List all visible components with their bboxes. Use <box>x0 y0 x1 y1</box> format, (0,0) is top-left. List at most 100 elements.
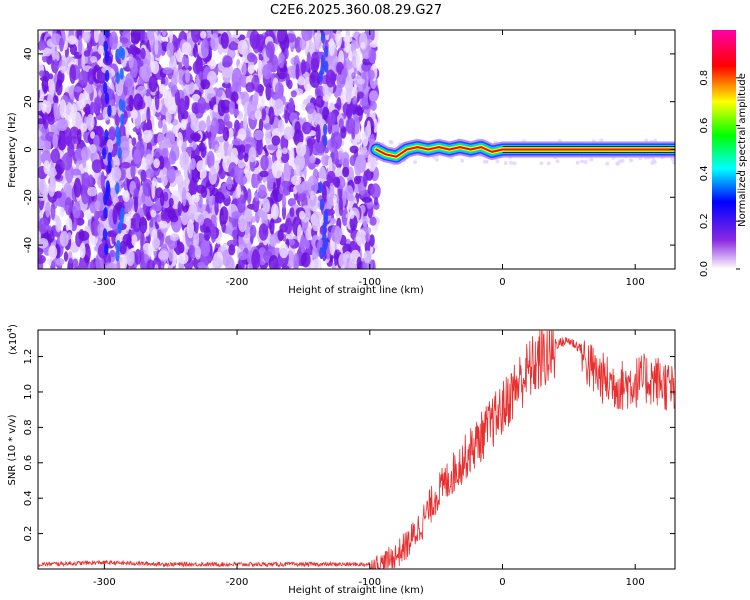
noise-blob <box>232 229 237 240</box>
snr-x-ticks: -300 -200 -100 0 100 <box>93 330 645 588</box>
noise-blob <box>212 257 224 269</box>
ridge-halo <box>539 161 544 166</box>
noise-blob <box>309 70 321 88</box>
noise-blob <box>230 40 237 50</box>
ridge-halo <box>580 159 585 164</box>
noise-blob <box>325 69 336 88</box>
noise-blob <box>355 154 367 173</box>
noise-streak <box>104 51 110 64</box>
noise-blob <box>274 262 281 269</box>
noise-blob <box>62 152 73 171</box>
ridge-halo <box>546 161 551 166</box>
noise-blob <box>351 127 356 140</box>
noise-blob <box>57 118 68 131</box>
noise-blob <box>168 150 177 165</box>
noise-blob <box>249 30 260 50</box>
noise-blob <box>50 201 56 220</box>
snr-y-tick-label: 1.0 <box>23 384 34 400</box>
noise-blob <box>352 95 357 105</box>
heatmap-x-tick-label: 100 <box>626 277 645 288</box>
noise-blob <box>214 191 225 204</box>
noise-blob <box>171 84 178 94</box>
noise-blob <box>169 55 177 72</box>
noise-blob <box>86 114 95 131</box>
noise-streak <box>323 135 328 147</box>
noise-blob <box>218 135 225 143</box>
noise-blob <box>221 249 232 267</box>
noise-blob <box>315 123 321 143</box>
noise-blob <box>292 168 301 177</box>
noise-blob <box>120 161 132 169</box>
noise-blob <box>121 254 128 269</box>
ridge-halo <box>434 157 439 162</box>
noise-blob <box>166 165 176 184</box>
noise-blob <box>268 106 275 125</box>
noise-blob <box>55 79 63 96</box>
noise-blob <box>261 108 267 121</box>
noise-blob <box>53 100 58 120</box>
noise-blob <box>197 97 207 114</box>
noise-blob <box>345 87 352 105</box>
noise-streak <box>121 100 126 113</box>
snr-x-label: Height of straight line (km) <box>288 585 424 596</box>
noise-blob <box>359 100 368 107</box>
noise-blob <box>210 135 215 150</box>
noise-blob <box>283 185 290 196</box>
noise-blob <box>50 260 56 269</box>
noise-blob <box>106 262 118 269</box>
noise-blob <box>284 217 293 235</box>
noise-blob <box>318 166 327 183</box>
noise-blob <box>69 43 78 56</box>
noise-blob <box>50 148 61 164</box>
noise-blob <box>217 44 223 55</box>
noise-blob <box>245 136 255 143</box>
noise-blob <box>276 148 282 160</box>
noise-blob <box>65 217 73 234</box>
noise-blob <box>237 251 248 261</box>
colorbar-tick-label: 0.6 <box>699 118 710 134</box>
snr-y-tick-label: 0.4 <box>23 490 34 506</box>
heatmap-y-tick-label: 40 <box>23 48 34 61</box>
noise-blob <box>68 257 74 264</box>
noise-blob <box>251 216 257 223</box>
noise-blob <box>234 165 240 183</box>
noise-blob <box>353 116 360 135</box>
noise-blob <box>369 234 375 247</box>
ridge-halo <box>482 159 487 164</box>
noise-blob <box>306 137 316 146</box>
noise-blob <box>243 113 248 132</box>
noise-blob <box>148 75 158 93</box>
noise-blob <box>191 93 201 102</box>
noise-blob <box>230 147 239 167</box>
snr-x-tick-label: -300 <box>93 577 116 588</box>
noise-blob <box>222 194 231 207</box>
noise-blob <box>81 172 90 191</box>
noise-blob <box>370 101 377 111</box>
noise-streak <box>320 31 326 44</box>
noise-blob <box>346 104 353 119</box>
noise-blob <box>300 252 311 268</box>
noise-blob <box>249 224 257 239</box>
noise-blob <box>214 144 219 152</box>
noise-blob <box>267 178 274 192</box>
noise-blob <box>93 30 100 43</box>
noise-blob <box>309 155 316 164</box>
noise-blob <box>145 93 152 110</box>
noise-blob <box>59 207 65 218</box>
noise-blob <box>232 138 243 146</box>
noise-blob <box>217 99 226 117</box>
ridge-halo <box>672 160 675 165</box>
noise-blob <box>81 54 86 69</box>
noise-blob <box>367 69 375 81</box>
noise-blob <box>64 196 73 216</box>
noise-blob <box>322 95 330 102</box>
noise-blob <box>228 244 236 256</box>
noise-blob <box>79 242 86 259</box>
noise-blob <box>297 194 306 202</box>
ridge-halo <box>555 159 560 164</box>
noise-streak <box>324 60 329 73</box>
noise-streak <box>103 81 108 94</box>
noise-blob <box>340 90 348 104</box>
noise-blob <box>38 118 46 125</box>
noise-blob <box>134 248 142 265</box>
